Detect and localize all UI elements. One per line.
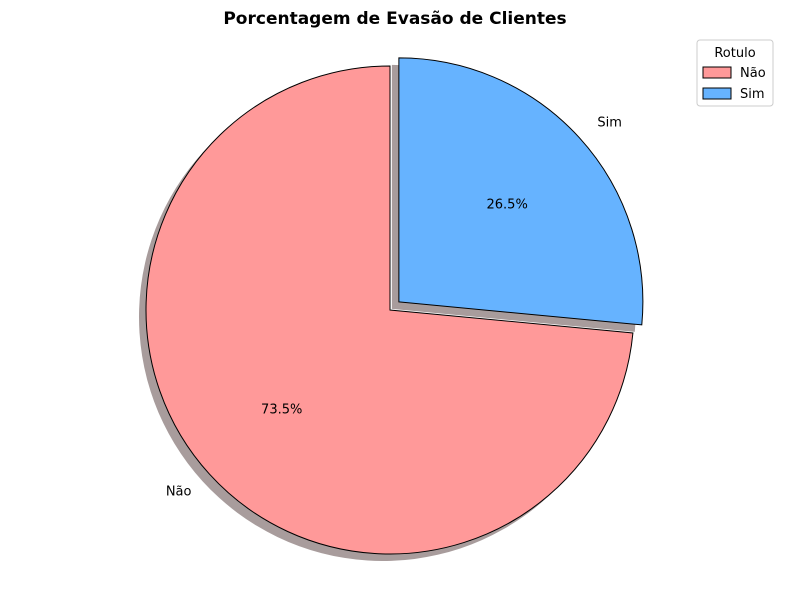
pie-slices [145, 57, 644, 555]
pie-slice-label-nao: Não [166, 485, 192, 500]
pie-labels: Não 73.5% Sim 26.5% [166, 115, 622, 499]
pie-slice-nao [145, 65, 634, 555]
legend-label-nao: Não [740, 66, 766, 81]
pie-slice-label-sim: Sim [597, 115, 622, 130]
legend-label-sim: Sim [740, 87, 765, 102]
legend-title: Rotulo [714, 46, 755, 61]
pie-slice-percent-sim: 26.5% [487, 197, 528, 212]
pie-slice-percent-nao: 73.5% [261, 403, 302, 418]
legend-swatch-nao [702, 66, 732, 79]
legend: Rotulo Não Sim [696, 39, 774, 107]
legend-swatch-sim [702, 87, 732, 100]
pie-slice-sim [398, 57, 644, 326]
chart-title: Porcentagem de Evasão de Clientes [223, 9, 566, 29]
